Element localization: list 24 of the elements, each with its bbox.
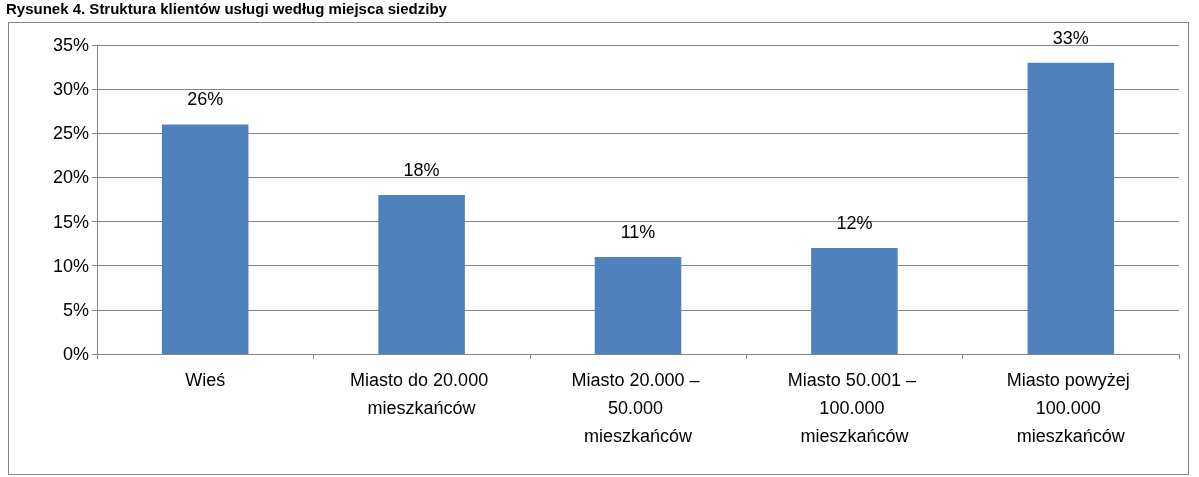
y-tick-label: 10%: [52, 255, 89, 276]
data-label: 11%: [620, 221, 656, 242]
y-tick-label: 25%: [52, 123, 89, 144]
data-label: 26%: [187, 89, 224, 110]
bar: [378, 195, 465, 354]
y-tick-label: 30%: [52, 79, 89, 100]
y-tick-label: 15%: [52, 211, 89, 232]
x-tick-label: Wieś: [185, 370, 226, 390]
bar: [1027, 62, 1115, 354]
data-label: 12%: [836, 213, 873, 234]
y-tick-label: 5%: [62, 299, 89, 320]
data-label: 18%: [403, 160, 440, 181]
y-tick-label: 20%: [52, 167, 89, 188]
bar: [594, 256, 682, 354]
x-tick-label: Miasto do 20.000 mieszkańców: [350, 370, 494, 418]
x-tick-label: Miasto 20.000 – 50.000 mieszkańców: [571, 370, 705, 446]
bar: [161, 124, 249, 354]
data-label: 33%: [1052, 27, 1089, 48]
bar: [811, 248, 898, 354]
chart-title: Rysunek 4. Struktura klientów usługi według miejsca siedziby: [6, 0, 447, 17]
x-tick-label: Miasto powyżej 100.000 mieszkańców: [1006, 370, 1135, 446]
y-tick-label: 0%: [62, 344, 89, 364]
y-tick-label: 35%: [52, 35, 89, 55]
x-tick-label: Miasto 50.001 – 100.000 mieszkańców: [787, 370, 921, 446]
